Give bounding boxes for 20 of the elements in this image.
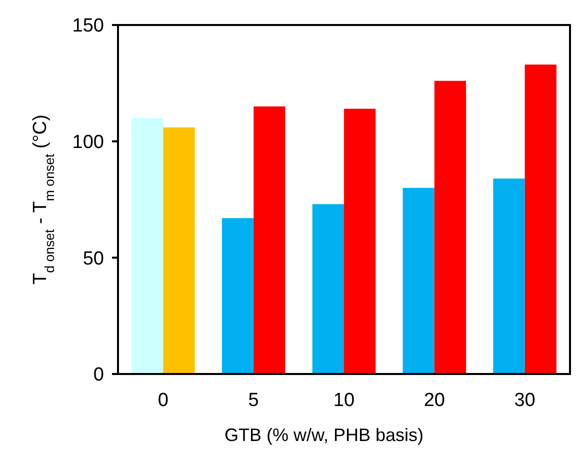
bar <box>434 80 466 374</box>
bar <box>493 178 525 374</box>
x-tick-label: 10 <box>333 390 355 411</box>
y-tick-label: 100 <box>72 132 104 153</box>
x-tick-label: 20 <box>424 390 445 411</box>
bar <box>344 108 376 374</box>
x-axis-title: GTB (% w/w, PHB basis) <box>224 425 424 445</box>
bar <box>254 106 286 374</box>
y-tick-label: 150 <box>72 16 104 37</box>
bar <box>524 64 556 374</box>
y-tick-label: 0 <box>93 364 104 386</box>
x-tick-label: 5 <box>248 390 259 411</box>
x-tick-label: 0 <box>158 390 168 411</box>
bar <box>402 188 434 374</box>
bar <box>312 204 344 374</box>
bar <box>222 218 254 374</box>
bar <box>163 127 195 374</box>
x-tick-label: 30 <box>514 390 536 411</box>
bar <box>132 118 164 374</box>
y-tick-label: 50 <box>82 248 104 270</box>
